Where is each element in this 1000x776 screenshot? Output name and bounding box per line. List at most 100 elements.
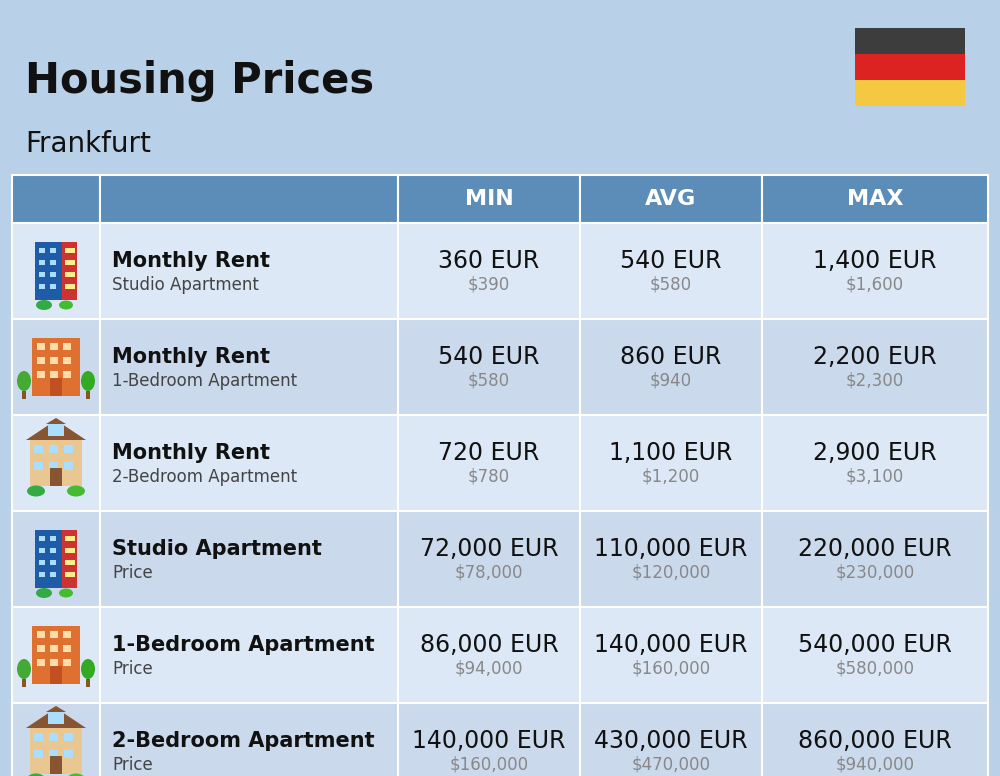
Bar bbox=[65, 284, 75, 289]
Bar bbox=[398, 319, 580, 415]
Text: 540 EUR: 540 EUR bbox=[620, 249, 722, 273]
Bar bbox=[22, 391, 26, 399]
Text: $940: $940 bbox=[650, 372, 692, 390]
Bar bbox=[50, 378, 62, 396]
Text: Studio Apartment: Studio Apartment bbox=[112, 539, 322, 559]
Bar bbox=[50, 631, 58, 638]
Bar bbox=[100, 703, 398, 776]
Bar bbox=[65, 572, 75, 577]
Bar bbox=[100, 223, 398, 319]
Bar bbox=[37, 343, 45, 350]
Text: $160,000: $160,000 bbox=[449, 756, 529, 774]
Ellipse shape bbox=[81, 659, 95, 679]
Text: 2,200 EUR: 2,200 EUR bbox=[813, 345, 937, 369]
Bar bbox=[64, 462, 73, 470]
Bar bbox=[50, 536, 56, 541]
Bar bbox=[50, 284, 56, 289]
Text: $160,000: $160,000 bbox=[631, 660, 711, 678]
Bar bbox=[65, 548, 75, 553]
Bar bbox=[49, 750, 58, 758]
Bar bbox=[65, 248, 75, 253]
Bar bbox=[855, 80, 965, 106]
Bar bbox=[49, 462, 58, 470]
Text: AVG: AVG bbox=[645, 189, 697, 209]
Bar bbox=[64, 750, 73, 758]
Bar bbox=[50, 248, 56, 253]
Polygon shape bbox=[46, 418, 66, 424]
Bar bbox=[49, 445, 58, 453]
Text: 430,000 EUR: 430,000 EUR bbox=[594, 729, 748, 753]
Bar bbox=[63, 645, 71, 652]
Bar bbox=[855, 54, 965, 80]
Bar bbox=[50, 272, 56, 277]
Bar bbox=[580, 415, 762, 511]
Text: 860,000 EUR: 860,000 EUR bbox=[798, 729, 952, 753]
Bar bbox=[580, 511, 762, 607]
Bar bbox=[32, 626, 80, 684]
Bar bbox=[50, 756, 62, 774]
Text: 2-Bedroom Apartment: 2-Bedroom Apartment bbox=[112, 731, 375, 751]
Bar bbox=[100, 415, 398, 511]
Bar bbox=[39, 272, 45, 277]
Text: 220,000 EUR: 220,000 EUR bbox=[798, 537, 952, 561]
Bar bbox=[100, 175, 398, 223]
Ellipse shape bbox=[27, 774, 45, 776]
Ellipse shape bbox=[67, 486, 85, 497]
Polygon shape bbox=[46, 706, 66, 712]
Bar bbox=[50, 468, 62, 486]
Bar bbox=[39, 572, 45, 577]
Bar bbox=[63, 659, 71, 666]
Bar bbox=[762, 511, 988, 607]
Text: $580: $580 bbox=[650, 276, 692, 294]
Bar bbox=[50, 548, 56, 553]
Text: Housing Prices: Housing Prices bbox=[25, 60, 374, 102]
Bar bbox=[762, 703, 988, 776]
Ellipse shape bbox=[59, 300, 73, 310]
Ellipse shape bbox=[67, 774, 85, 776]
Text: MIN: MIN bbox=[465, 189, 513, 209]
Bar bbox=[63, 343, 71, 350]
Text: 2-Bedroom Apartment: 2-Bedroom Apartment bbox=[112, 468, 297, 486]
Bar bbox=[64, 445, 73, 453]
Bar bbox=[63, 357, 71, 364]
Bar bbox=[762, 415, 988, 511]
Bar bbox=[35, 242, 62, 300]
Bar bbox=[65, 260, 75, 265]
Bar bbox=[62, 530, 77, 588]
Text: $94,000: $94,000 bbox=[455, 660, 523, 678]
Text: Price: Price bbox=[112, 564, 153, 582]
Bar bbox=[39, 560, 45, 565]
Bar bbox=[12, 319, 100, 415]
Text: 1-Bedroom Apartment: 1-Bedroom Apartment bbox=[112, 635, 375, 655]
Bar bbox=[762, 223, 988, 319]
Ellipse shape bbox=[17, 371, 31, 391]
Bar bbox=[398, 607, 580, 703]
Bar bbox=[50, 560, 56, 565]
Bar bbox=[580, 319, 762, 415]
Text: $1,200: $1,200 bbox=[642, 468, 700, 486]
Text: 110,000 EUR: 110,000 EUR bbox=[594, 537, 748, 561]
Text: $120,000: $120,000 bbox=[631, 564, 711, 582]
Bar bbox=[37, 659, 45, 666]
Text: $470,000: $470,000 bbox=[632, 756, 710, 774]
Bar bbox=[34, 445, 43, 453]
Bar bbox=[64, 733, 73, 741]
Bar bbox=[39, 284, 45, 289]
Bar bbox=[398, 511, 580, 607]
Bar bbox=[580, 703, 762, 776]
Bar bbox=[62, 242, 77, 300]
Text: 540,000 EUR: 540,000 EUR bbox=[798, 633, 952, 657]
Bar bbox=[50, 343, 58, 350]
Text: $580,000: $580,000 bbox=[836, 660, 914, 678]
Text: Price: Price bbox=[112, 660, 153, 678]
Text: $230,000: $230,000 bbox=[835, 564, 915, 582]
Bar bbox=[100, 511, 398, 607]
Text: $580: $580 bbox=[468, 372, 510, 390]
Text: Price: Price bbox=[112, 756, 153, 774]
Bar bbox=[63, 371, 71, 378]
Ellipse shape bbox=[17, 659, 31, 679]
Bar bbox=[39, 260, 45, 265]
Text: 1-Bedroom Apartment: 1-Bedroom Apartment bbox=[112, 372, 297, 390]
Bar bbox=[580, 175, 762, 223]
Bar bbox=[37, 645, 45, 652]
